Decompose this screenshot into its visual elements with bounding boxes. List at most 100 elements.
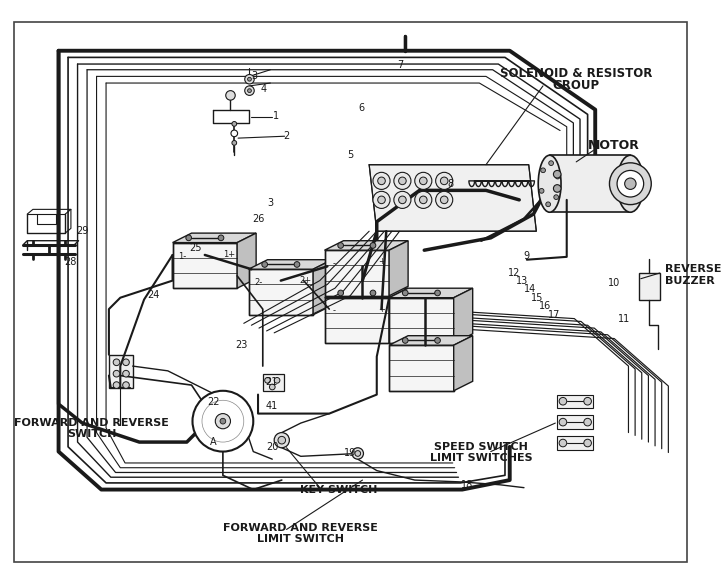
Circle shape [215, 413, 231, 429]
Circle shape [549, 161, 553, 165]
Text: 18: 18 [461, 480, 473, 490]
Circle shape [559, 418, 567, 426]
Circle shape [415, 172, 432, 189]
Text: 23: 23 [236, 340, 248, 350]
Circle shape [436, 192, 452, 208]
Text: 16: 16 [539, 301, 551, 311]
Polygon shape [389, 241, 408, 296]
Circle shape [436, 172, 452, 189]
Circle shape [338, 290, 344, 296]
Polygon shape [173, 242, 237, 288]
Polygon shape [249, 269, 313, 315]
Circle shape [225, 91, 235, 100]
Text: BUZZER: BUZZER [665, 276, 714, 286]
Circle shape [247, 89, 252, 92]
Polygon shape [369, 165, 536, 231]
Circle shape [262, 262, 268, 267]
Text: 26: 26 [252, 214, 264, 224]
Bar [558, 436, 593, 450]
Polygon shape [454, 288, 473, 343]
Circle shape [193, 391, 253, 451]
Bar [109, 354, 133, 388]
Circle shape [123, 359, 129, 366]
Circle shape [440, 177, 448, 185]
Bar [639, 273, 660, 300]
Text: FORWARD AND REVERSE: FORWARD AND REVERSE [223, 523, 378, 533]
Circle shape [220, 418, 225, 424]
Text: 2: 2 [283, 131, 290, 141]
Polygon shape [389, 336, 473, 345]
Circle shape [294, 262, 300, 267]
Circle shape [541, 168, 545, 173]
Circle shape [420, 177, 427, 185]
Text: 13: 13 [516, 276, 529, 286]
Circle shape [352, 448, 363, 459]
Circle shape [610, 163, 651, 204]
Text: 6: 6 [358, 103, 365, 113]
Bar [550, 155, 630, 212]
Circle shape [113, 370, 120, 377]
Text: 28: 28 [65, 256, 77, 267]
Text: 2-: 2- [254, 278, 262, 287]
Circle shape [123, 370, 129, 377]
Circle shape [373, 172, 390, 189]
Circle shape [338, 242, 344, 248]
Circle shape [394, 172, 411, 189]
Circle shape [420, 196, 427, 204]
Circle shape [399, 196, 406, 204]
Text: 2+: 2+ [299, 276, 312, 285]
Text: KEY SWITCH: KEY SWITCH [300, 485, 378, 495]
Ellipse shape [617, 155, 644, 212]
Circle shape [539, 189, 544, 193]
Text: 15: 15 [531, 293, 544, 303]
Circle shape [378, 196, 385, 204]
Text: 7: 7 [397, 60, 404, 70]
Polygon shape [389, 298, 454, 343]
Circle shape [415, 192, 432, 208]
Text: LIMIT SWITCHES: LIMIT SWITCHES [430, 453, 533, 463]
Circle shape [399, 177, 406, 185]
Circle shape [202, 400, 244, 442]
Polygon shape [325, 241, 408, 250]
Polygon shape [454, 336, 473, 391]
Text: 25: 25 [189, 244, 202, 253]
Text: MOTOR: MOTOR [588, 139, 640, 152]
Circle shape [553, 171, 561, 178]
Polygon shape [389, 345, 454, 391]
Text: 22: 22 [207, 397, 220, 407]
Circle shape [218, 235, 224, 241]
Circle shape [559, 398, 567, 405]
Text: 21: 21 [265, 377, 278, 387]
Text: 19: 19 [344, 449, 356, 458]
Text: 3: 3 [268, 198, 273, 208]
Text: REVERSE: REVERSE [665, 264, 721, 274]
Circle shape [584, 439, 592, 447]
Text: 14: 14 [523, 284, 536, 294]
Circle shape [555, 174, 560, 179]
Text: +: + [378, 305, 385, 314]
Polygon shape [325, 298, 389, 343]
Text: 41: 41 [265, 401, 278, 411]
Text: 20: 20 [266, 442, 278, 452]
Text: 10: 10 [608, 277, 621, 287]
Circle shape [370, 290, 376, 296]
Circle shape [274, 433, 289, 448]
Bar [558, 415, 593, 429]
Text: -: - [333, 307, 336, 315]
Circle shape [559, 439, 567, 447]
Circle shape [394, 192, 411, 208]
Circle shape [278, 436, 286, 444]
Text: +: + [378, 257, 385, 266]
Circle shape [546, 202, 550, 207]
Circle shape [232, 141, 236, 145]
Text: GROUP: GROUP [552, 79, 600, 92]
Text: SOLENOID & RESISTOR: SOLENOID & RESISTOR [500, 67, 652, 80]
Circle shape [440, 196, 448, 204]
Polygon shape [237, 233, 256, 288]
Circle shape [113, 382, 120, 388]
Polygon shape [249, 260, 332, 269]
Text: SPEED SWITCH: SPEED SWITCH [434, 442, 529, 452]
Polygon shape [325, 288, 408, 298]
Text: 1-: 1- [178, 252, 186, 262]
Circle shape [435, 338, 440, 343]
